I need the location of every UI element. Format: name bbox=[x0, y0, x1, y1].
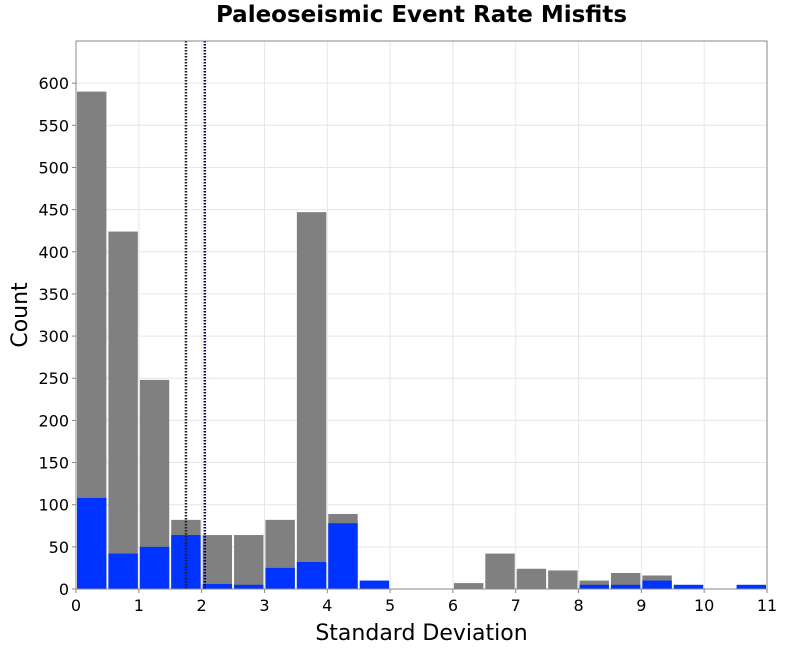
plot-area-frame bbox=[75, 40, 768, 590]
histogram-bar-series-1 bbox=[108, 231, 138, 589]
chart-title: Paleoseismic Event Rate Misfits bbox=[215, 2, 628, 28]
x-tick-label: 6 bbox=[448, 596, 458, 615]
y-tick-label: 350 bbox=[38, 285, 69, 304]
y-tick-label: 500 bbox=[38, 158, 69, 177]
histogram-bar-series-2 bbox=[139, 546, 170, 589]
x-tick-label: 10 bbox=[694, 596, 714, 615]
histogram-bar-series-2 bbox=[328, 523, 358, 589]
y-tick-label: 250 bbox=[38, 369, 69, 388]
histogram-bar-series-1 bbox=[453, 583, 484, 589]
axis-ticks: 0 1 2 3 4 5 6 7 8 9 10 11 0 50 100 150 200 250 300 350 400 45… bbox=[38, 74, 777, 615]
y-tick-label: 550 bbox=[38, 116, 69, 135]
histogram-bar-series-1 bbox=[202, 535, 233, 589]
x-tick-label: 7 bbox=[511, 596, 521, 615]
histogram-bar-series-1 bbox=[516, 568, 547, 589]
histogram-bar-series-2 bbox=[234, 584, 264, 589]
y-tick-label: 150 bbox=[38, 454, 69, 473]
y-tick-label: 50 bbox=[49, 538, 69, 557]
y-tick-label: 400 bbox=[38, 243, 69, 262]
x-tick-label: 0 bbox=[71, 596, 81, 615]
histogram-bar-series-2 bbox=[108, 553, 138, 589]
y-tick-label: 600 bbox=[38, 74, 69, 93]
histogram-bar-series-1 bbox=[485, 553, 515, 589]
bars bbox=[77, 91, 766, 589]
histogram-bar-series-1 bbox=[234, 535, 264, 589]
histogram-bar-series-2 bbox=[77, 497, 107, 589]
histogram-bar-series-2 bbox=[265, 567, 295, 589]
histogram-bar-series-1 bbox=[548, 570, 578, 589]
y-tick-label: 200 bbox=[38, 411, 69, 430]
x-tick-label: 11 bbox=[757, 596, 777, 615]
x-tick-label: 2 bbox=[197, 596, 207, 615]
histogram-bar-series-2 bbox=[359, 580, 390, 589]
x-tick-label: 8 bbox=[573, 596, 583, 615]
histogram-bar-series-2 bbox=[171, 535, 201, 589]
y-tick-label: 450 bbox=[38, 201, 69, 220]
histogram-bar-series-2 bbox=[202, 583, 233, 589]
x-tick-label: 1 bbox=[134, 596, 144, 615]
x-tick-label: 3 bbox=[259, 596, 269, 615]
y-tick-label: 100 bbox=[38, 496, 69, 515]
x-tick-label: 5 bbox=[385, 596, 395, 615]
y-axis-label: Count bbox=[8, 282, 33, 348]
reference-lines bbox=[184, 41, 207, 589]
x-axis-label: Standard Deviation bbox=[315, 621, 527, 646]
histogram-bar-series-2 bbox=[673, 584, 704, 589]
histogram-bar-series-2 bbox=[610, 584, 641, 589]
x-tick-label: 9 bbox=[636, 596, 646, 615]
y-tick-label: 300 bbox=[38, 327, 69, 346]
histogram-bar-series-2 bbox=[642, 580, 672, 589]
grid bbox=[75, 41, 768, 590]
histogram-bar-series-2 bbox=[579, 584, 609, 589]
histogram-bar-series-2 bbox=[736, 584, 766, 589]
x-tick-label: 4 bbox=[322, 596, 332, 615]
y-tick-label: 0 bbox=[59, 580, 69, 599]
histogram-bar-series-1 bbox=[296, 212, 327, 589]
histogram-bar-series-2 bbox=[296, 562, 327, 589]
